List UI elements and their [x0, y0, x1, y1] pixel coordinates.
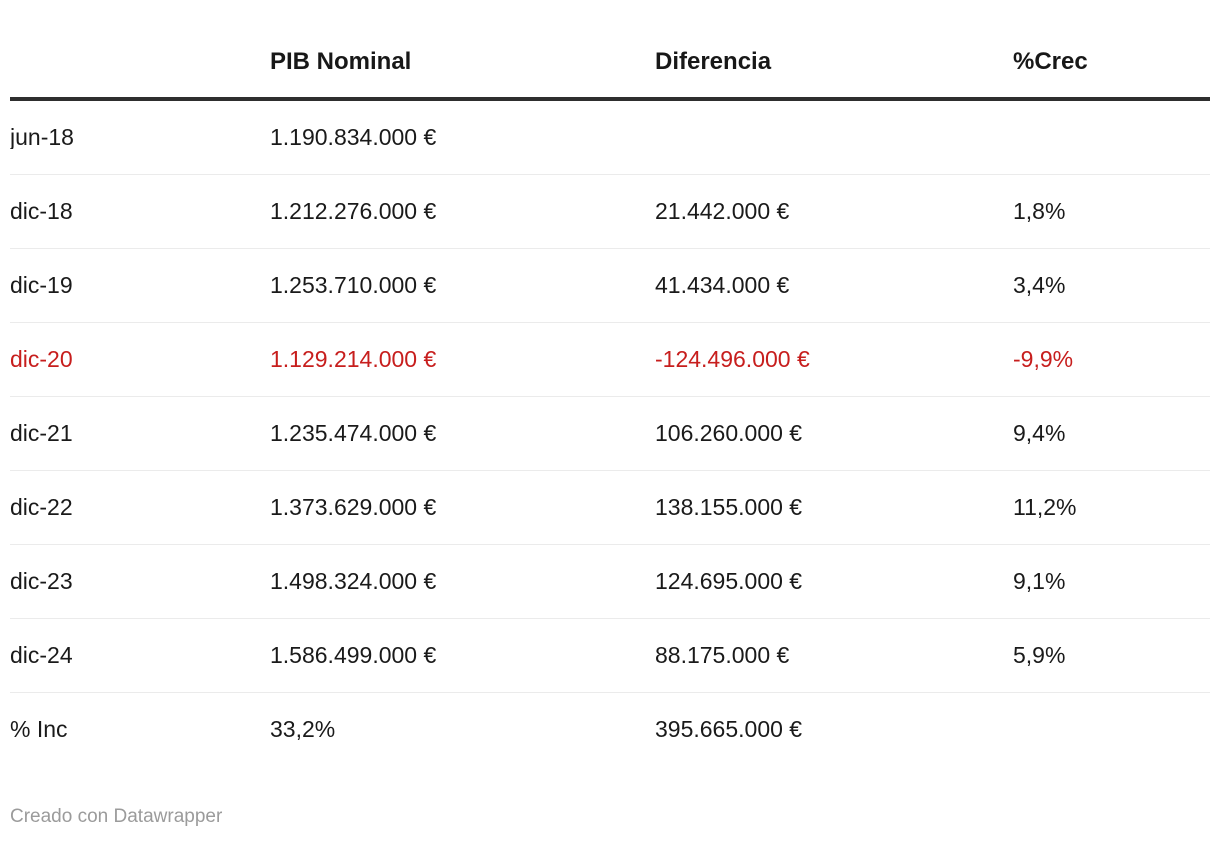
cell-diferencia: 41.434.000 € [655, 274, 790, 297]
row-label: dic-22 [10, 496, 73, 519]
row-label: dic-19 [10, 274, 73, 297]
cell-pib-nominal: 33,2% [270, 718, 336, 741]
cell-pib-nominal: 1.190.834.000 € [270, 126, 437, 149]
header-crec: %Crec [1013, 50, 1088, 74]
cell-crec: 9,4% [1013, 422, 1066, 445]
cell-diferencia: 138.155.000 € [655, 496, 803, 519]
table-row: % Inc 33,2% 395.665.000 € [10, 693, 1210, 766]
cell-crec: 11,2% [1013, 496, 1077, 519]
row-label: jun-18 [10, 126, 74, 149]
table-row: dic-19 1.253.710.000 € 41.434.000 € 3,4% [10, 249, 1210, 323]
table-row: dic-18 1.212.276.000 € 21.442.000 € 1,8% [10, 175, 1210, 249]
row-label: dic-18 [10, 200, 73, 223]
cell-crec: 1,8% [1013, 200, 1066, 223]
cell-pib-nominal: 1.253.710.000 € [270, 274, 437, 297]
cell-crec: 9,1% [1013, 570, 1066, 593]
table-row: jun-18 1.190.834.000 € [10, 101, 1210, 175]
cell-diferencia: 21.442.000 € [655, 200, 790, 223]
row-label: dic-21 [10, 422, 73, 445]
table-row: dic-23 1.498.324.000 € 124.695.000 € 9,1… [10, 545, 1210, 619]
cell-diferencia: 88.175.000 € [655, 644, 790, 667]
table-header-row: PIB Nominal Diferencia %Crec [10, 0, 1210, 101]
cell-pib-nominal: 1.373.629.000 € [270, 496, 437, 519]
row-label: dic-23 [10, 570, 73, 593]
cell-pib-nominal: 1.212.276.000 € [270, 200, 437, 223]
cell-crec: -9,9% [1013, 348, 1074, 371]
cell-crec: 5,9% [1013, 644, 1066, 667]
cell-pib-nominal: 1.586.499.000 € [270, 644, 437, 667]
cell-pib-nominal: 1.129.214.000 € [270, 348, 437, 371]
cell-crec: 3,4% [1013, 274, 1066, 297]
row-label: dic-20 [10, 348, 73, 371]
row-label: % Inc [10, 718, 68, 741]
row-label: dic-24 [10, 644, 73, 667]
cell-diferencia: 395.665.000 € [655, 718, 803, 741]
cell-diferencia: 124.695.000 € [655, 570, 803, 593]
datawrapper-credit-link[interactable]: Creado con Datawrapper [10, 806, 223, 827]
cell-pib-nominal: 1.498.324.000 € [270, 570, 437, 593]
table-row: dic-24 1.586.499.000 € 88.175.000 € 5,9% [10, 619, 1210, 693]
table-body: jun-18 1.190.834.000 € dic-18 1.212.276.… [10, 101, 1210, 766]
table-row: dic-20 1.129.214.000 € -124.496.000 € -9… [10, 323, 1210, 397]
data-table: PIB Nominal Diferencia %Crec jun-18 1.19… [10, 0, 1210, 766]
header-diferencia: Diferencia [655, 50, 772, 74]
cell-diferencia: -124.496.000 € [655, 348, 810, 371]
table-row: dic-21 1.235.474.000 € 106.260.000 € 9,4… [10, 397, 1210, 471]
header-pib-nominal: PIB Nominal [270, 50, 412, 74]
cell-pib-nominal: 1.235.474.000 € [270, 422, 437, 445]
table-row: dic-22 1.373.629.000 € 138.155.000 € 11,… [10, 471, 1210, 545]
header-spacer [10, 50, 270, 74]
cell-diferencia: 106.260.000 € [655, 422, 803, 445]
